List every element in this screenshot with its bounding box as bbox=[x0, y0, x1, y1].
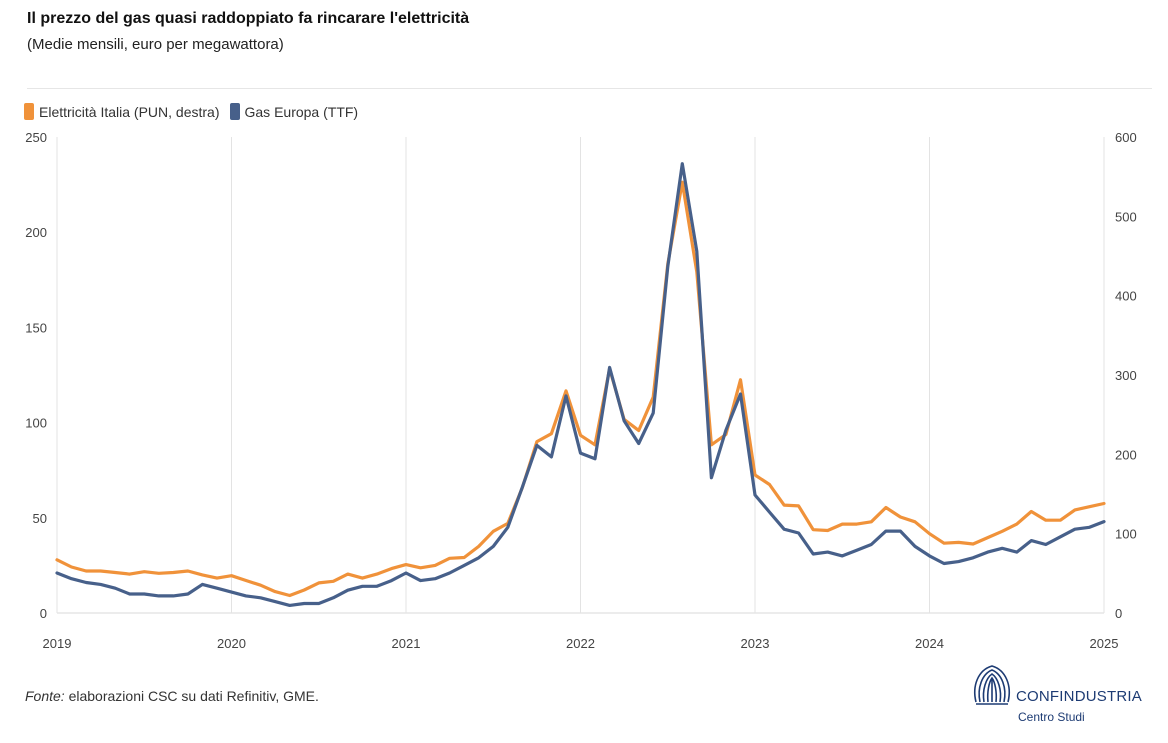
confindustria-logo: CONFINDUSTRIA Centro Studi bbox=[968, 660, 1148, 730]
left-tick-label-0: 0 bbox=[40, 606, 47, 621]
legend: Elettricità Italia (PUN, destra) Gas Eur… bbox=[24, 103, 368, 120]
right-tick-label-500: 500 bbox=[1115, 209, 1137, 224]
grid-lines bbox=[56, 137, 1105, 614]
logo-subtitle: Centro Studi bbox=[1018, 710, 1085, 724]
x-tick-label-2025: 2025 bbox=[1090, 636, 1119, 651]
legend-item-electricity[interactable]: Elettricità Italia (PUN, destra) bbox=[24, 103, 220, 120]
source-text: elaborazioni CSC su dati Refinitiv, GME. bbox=[64, 688, 319, 704]
right-tick-label-0: 0 bbox=[1115, 606, 1122, 621]
right-tick-label-300: 300 bbox=[1115, 368, 1137, 383]
header-divider bbox=[27, 88, 1152, 89]
legend-item-gas[interactable]: Gas Europa (TTF) bbox=[229, 103, 359, 120]
series-line-electricity bbox=[55, 180, 1106, 598]
x-tick-label-2023: 2023 bbox=[741, 636, 770, 651]
left-tick-label-150: 150 bbox=[25, 320, 47, 335]
series-lines bbox=[55, 162, 1106, 608]
legend-label-gas: Gas Europa (TTF) bbox=[244, 103, 359, 120]
right-tick-label-200: 200 bbox=[1115, 447, 1137, 462]
x-axis-ticks: 2019 2020 2021 2022 2023 2024 2025 bbox=[43, 636, 1119, 651]
left-axis-ticks: 0 50 100 150 200 250 bbox=[25, 130, 47, 621]
left-tick-label-200: 200 bbox=[25, 225, 47, 240]
x-tick-label-2024: 2024 bbox=[915, 636, 944, 651]
right-tick-label-100: 100 bbox=[1115, 527, 1137, 542]
left-tick-label-100: 100 bbox=[25, 416, 47, 431]
right-axis-ticks: 0 100 200 300 400 500 600 bbox=[1115, 130, 1137, 621]
legend-swatch-gas bbox=[229, 103, 240, 120]
legend-label-electricity: Elettricità Italia (PUN, destra) bbox=[39, 103, 220, 120]
x-tick-label-2020: 2020 bbox=[217, 636, 246, 651]
source-note: Fonte: elaborazioni CSC su dati Refiniti… bbox=[25, 688, 319, 704]
legend-swatch-electricity bbox=[24, 103, 34, 120]
right-tick-label-400: 400 bbox=[1115, 289, 1137, 304]
confindustria-emblem-icon bbox=[974, 665, 1010, 705]
logo-name: CONFINDUSTRIA bbox=[1016, 688, 1142, 705]
left-tick-label-250: 250 bbox=[25, 130, 47, 145]
left-tick-label-50: 50 bbox=[33, 511, 47, 526]
x-tick-label-2022: 2022 bbox=[566, 636, 595, 651]
chart-subtitle: (Medie mensili, euro per megawattora) bbox=[27, 36, 284, 53]
right-tick-label-600: 600 bbox=[1115, 130, 1137, 145]
series-line-gas bbox=[55, 162, 1106, 608]
chart-title: Il prezzo del gas quasi raddoppiato fa r… bbox=[27, 10, 470, 27]
x-tick-label-2021: 2021 bbox=[392, 636, 421, 651]
source-label: Fonte: bbox=[25, 688, 65, 704]
x-tick-label-2019: 2019 bbox=[43, 636, 72, 651]
